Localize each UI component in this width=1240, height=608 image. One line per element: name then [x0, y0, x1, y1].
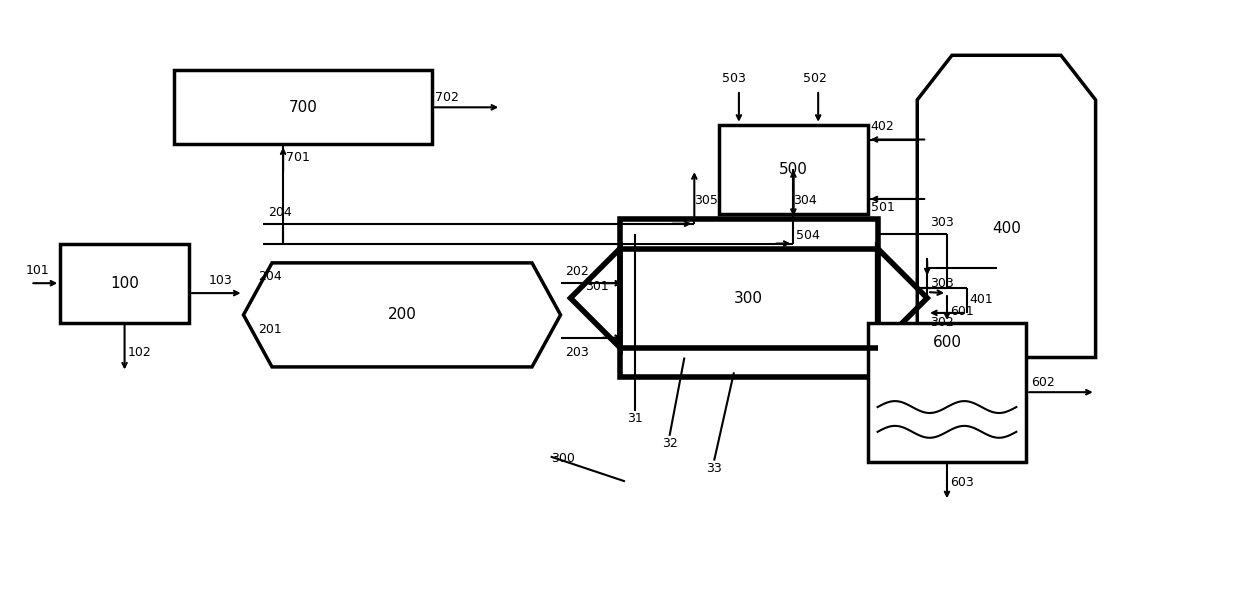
Text: 503: 503 [722, 72, 746, 85]
Text: 304: 304 [794, 194, 817, 207]
Bar [174, 70, 432, 145]
Text: 31: 31 [627, 412, 642, 425]
Text: 303: 303 [930, 277, 954, 289]
Text: 501: 501 [870, 201, 894, 214]
Text: 600: 600 [932, 335, 961, 350]
Text: 401: 401 [970, 293, 993, 306]
Text: 33: 33 [707, 461, 722, 475]
Text: 101: 101 [26, 264, 50, 277]
Bar [719, 125, 868, 214]
Text: 204: 204 [258, 270, 281, 283]
Text: 601: 601 [950, 305, 973, 318]
Text: 400: 400 [992, 221, 1021, 236]
Text: 303: 303 [930, 216, 954, 229]
Text: 300: 300 [551, 452, 574, 465]
Text: 305: 305 [694, 194, 718, 207]
Text: 701: 701 [286, 151, 310, 164]
Text: 32: 32 [662, 437, 677, 450]
Text: 204: 204 [268, 206, 291, 219]
Text: 203: 203 [565, 345, 589, 359]
Text: 402: 402 [870, 120, 894, 133]
Text: 300: 300 [734, 291, 764, 306]
Text: 301: 301 [585, 280, 609, 293]
Text: 200: 200 [388, 308, 417, 322]
Text: 700: 700 [289, 100, 317, 115]
Text: 702: 702 [435, 91, 459, 105]
Text: 302: 302 [930, 316, 954, 330]
Text: 603: 603 [950, 477, 973, 489]
Text: 602: 602 [1032, 376, 1055, 389]
Text: 100: 100 [110, 275, 139, 291]
Text: 103: 103 [208, 274, 233, 287]
Text: 202: 202 [565, 265, 589, 278]
Text: 201: 201 [258, 323, 281, 336]
Bar [868, 323, 1027, 461]
Text: 502: 502 [804, 72, 827, 85]
Text: 504: 504 [796, 229, 820, 242]
Bar [61, 244, 188, 323]
Bar [620, 219, 878, 378]
Text: 102: 102 [128, 346, 151, 359]
Text: 500: 500 [779, 162, 807, 177]
